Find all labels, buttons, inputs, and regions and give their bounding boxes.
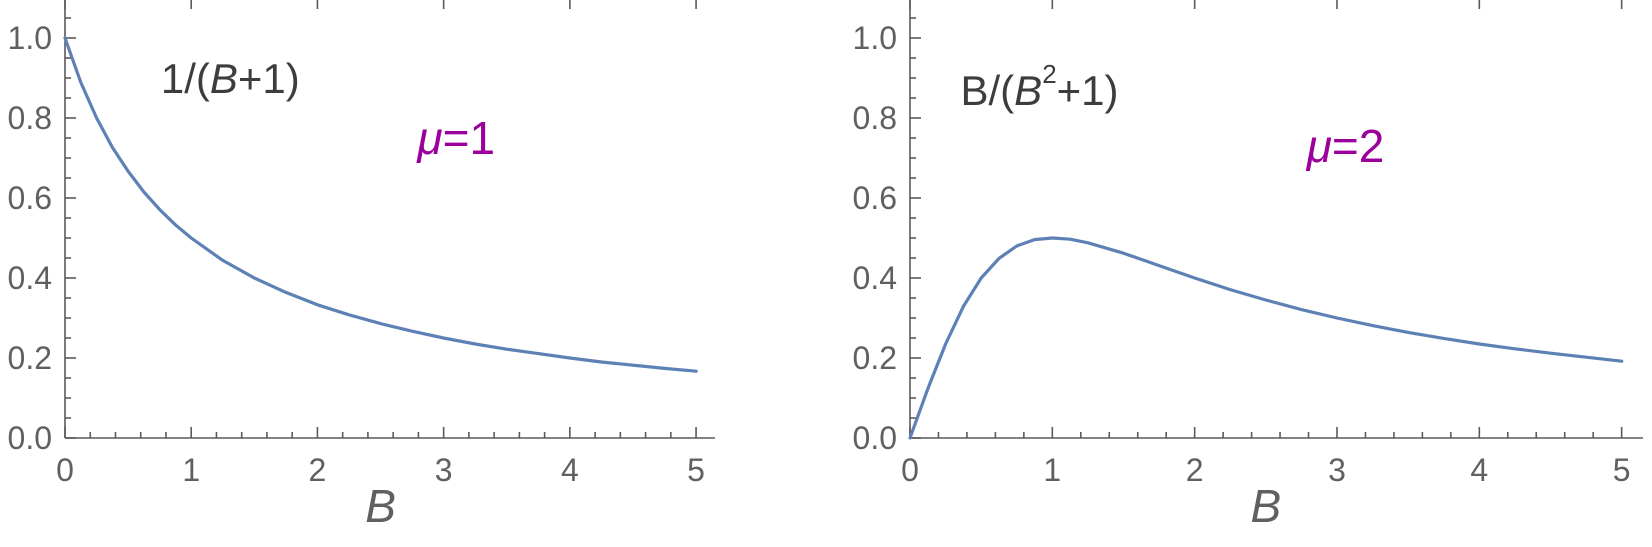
svg-text:5: 5 (1613, 452, 1631, 488)
svg-text:5: 5 (687, 452, 705, 488)
svg-text:B: B (1250, 480, 1281, 532)
svg-text:0.2: 0.2 (8, 340, 52, 376)
svg-text:1: 1 (182, 452, 200, 488)
svg-text:3: 3 (435, 452, 453, 488)
svg-text:2: 2 (1186, 452, 1204, 488)
svg-text:4: 4 (1470, 452, 1488, 488)
svg-text:2: 2 (309, 452, 327, 488)
svg-text:0.0: 0.0 (853, 420, 897, 456)
svg-text:0.8: 0.8 (8, 100, 52, 136)
svg-text:0.8: 0.8 (853, 100, 897, 136)
plot-mu-1: 0 1 2 3 4 5 0.0 0.2 0.4 0.6 0.8 1.0 1/(B+1) μ=1 B (8, 0, 715, 532)
svg-text:μ=1: μ=1 (416, 112, 495, 164)
svg-text:1/(B+1): 1/(B+1) (161, 55, 300, 102)
svg-text:1.0: 1.0 (853, 20, 897, 56)
svg-text:3: 3 (1328, 452, 1346, 488)
svg-text:0.6: 0.6 (8, 180, 52, 216)
svg-text:B: B (365, 480, 396, 532)
svg-text:B/(B2+1): B/(B2+1) (961, 59, 1119, 114)
svg-text:0: 0 (901, 452, 919, 488)
svg-text:1: 1 (1043, 452, 1061, 488)
svg-text:0: 0 (56, 452, 74, 488)
svg-text:0.6: 0.6 (853, 180, 897, 216)
svg-text:0.4: 0.4 (853, 260, 897, 296)
plot-mu-2: 0 1 2 3 4 5 0.0 0.2 0.4 0.6 0.8 1.0 B/(B2+1) μ=2 B (853, 0, 1643, 532)
svg-text:0.0: 0.0 (8, 420, 52, 456)
svg-text:μ=2: μ=2 (1306, 120, 1385, 172)
svg-text:0.2: 0.2 (853, 340, 897, 376)
svg-text:4: 4 (561, 452, 579, 488)
svg-text:0.4: 0.4 (8, 260, 52, 296)
svg-text:1.0: 1.0 (8, 20, 52, 56)
